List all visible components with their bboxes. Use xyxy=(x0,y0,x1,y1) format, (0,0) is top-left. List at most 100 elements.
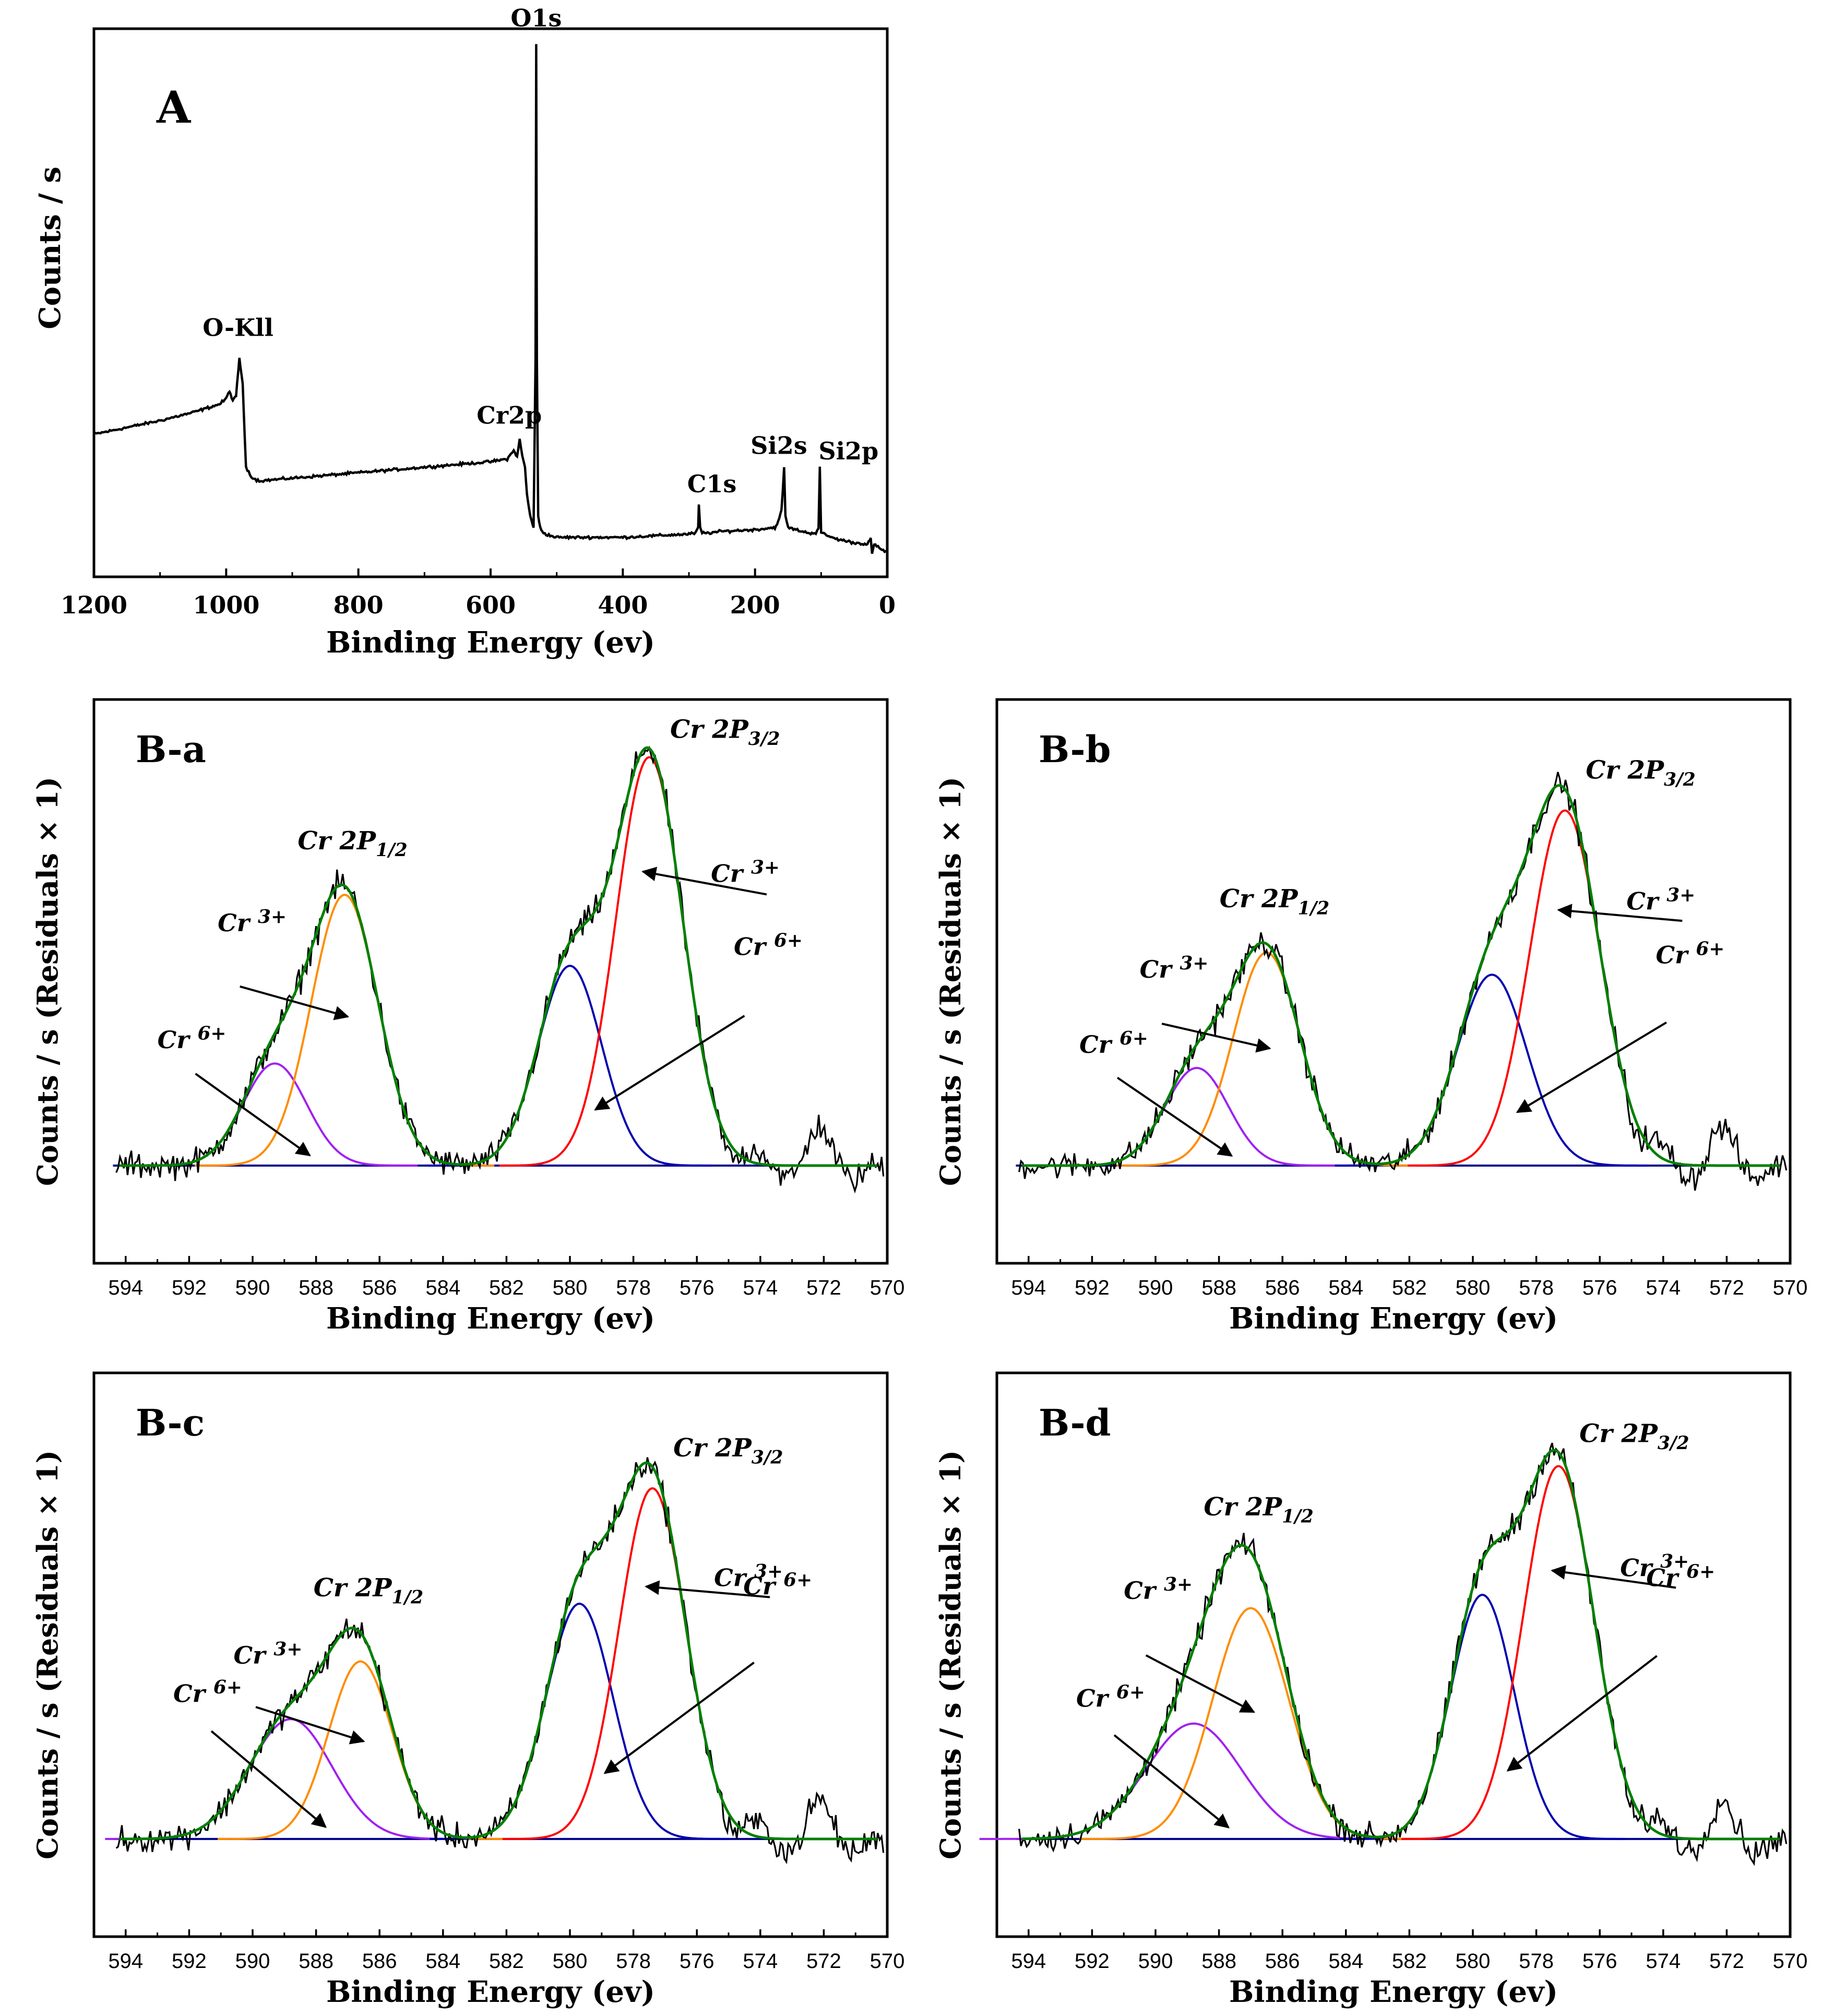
x-tick-label: 574 xyxy=(1646,1950,1681,1973)
annotation-superscript: 6+ xyxy=(774,929,803,951)
x-tick-label: 578 xyxy=(1519,1276,1554,1299)
x-tick-label: 592 xyxy=(172,1950,207,1973)
x-tick-label: 576 xyxy=(680,1276,714,1299)
component-curve-1 xyxy=(1116,951,1416,1167)
annotation-superscript: 3+ xyxy=(754,1560,783,1582)
annotation-superscript: 3+ xyxy=(1164,1573,1193,1595)
component-curve-3 xyxy=(502,1487,802,1840)
x-tick-label: 584 xyxy=(425,1950,460,1973)
annotation-base: Cr xyxy=(1079,1030,1120,1059)
annotation-superscript: 6+ xyxy=(1116,1681,1145,1703)
panel-b-d: 594 592 590 588 586 584 582 580 578 576 574 572 570 B… xyxy=(934,1371,1807,2009)
x-tick-label: 570 xyxy=(1773,1276,1808,1299)
annotation-base: Cr xyxy=(711,859,751,887)
x-tick-label: 800 xyxy=(334,591,384,619)
x-tick-label: 588 xyxy=(1201,1276,1236,1299)
arrow-cr3-low xyxy=(240,985,350,1021)
x-tick-label: 584 xyxy=(425,1276,460,1299)
plot-frame xyxy=(92,1371,889,1938)
annotation-subscript: 3/2 xyxy=(1658,1433,1689,1454)
annotation-base: Cr xyxy=(743,1572,783,1600)
annotation-base: Cr xyxy=(1124,1576,1164,1605)
annotation-peak_high: Cr 2P3/2 xyxy=(673,1433,783,1468)
annotation-cr6_high: Cr 6+ xyxy=(1656,938,1724,969)
x-tick-label: 572 xyxy=(1709,1950,1744,1973)
annotation-base: Cr xyxy=(158,1026,198,1054)
arrow-cr6-high xyxy=(603,1662,755,1774)
annotation-base: Cr 2P xyxy=(314,1573,393,1603)
annotation-cr6_high: Cr 6+ xyxy=(734,929,803,960)
raw-data-line xyxy=(1018,1442,1788,1866)
annotation-cr3_low: Cr 3+ xyxy=(1140,952,1209,983)
x-tick-label: 580 xyxy=(1456,1950,1491,1973)
x-axis-title: Binding Energy (ev) xyxy=(326,625,655,660)
component-curve-3 xyxy=(1408,809,1722,1167)
annotation-base: Cr 2P xyxy=(1579,1419,1659,1448)
component-curve-2 xyxy=(1335,974,1649,1167)
y-axis-title: Counts / s (Residuals × 1) xyxy=(934,1450,967,1859)
x-tick-label: 586 xyxy=(1265,1276,1300,1299)
x-tick-label: 400 xyxy=(598,591,648,619)
arrow-cr3-low xyxy=(1161,1023,1271,1053)
component-curve-3 xyxy=(1401,1465,1715,1840)
panel-a: 1200 1000 800 600 400 200 0 Binding Energy (ev)… xyxy=(33,4,896,660)
arrow-cr6-low xyxy=(210,1730,327,1828)
annotation-cr3_low: Cr 3+ xyxy=(234,1638,303,1669)
x-tick-label: 592 xyxy=(1075,1950,1110,1973)
x-tick-label: 594 xyxy=(1011,1950,1046,1973)
arrow-cr3-high xyxy=(1551,1565,1676,1589)
x-tick-label: 574 xyxy=(743,1276,778,1299)
panel-b-a: 594 592 590 588 586 584 582 580 578 576 574 572 570 B… xyxy=(31,698,904,1336)
x-tick-label: 0 xyxy=(879,591,896,619)
annotation-peak_low: Cr 2P1/2 xyxy=(314,1573,423,1608)
annotation-cr6_low: Cr 6+ xyxy=(173,1676,242,1707)
annotation-base: Cr xyxy=(1620,1553,1660,1582)
raw-data-line xyxy=(115,1457,885,1865)
x-tick-label: 588 xyxy=(299,1950,334,1973)
y-axis-title: Counts / s xyxy=(33,167,67,329)
annotation-superscript: 6+ xyxy=(783,1569,812,1591)
x-axis-title: Binding Energy (ev) xyxy=(1229,1301,1558,1336)
component-curve-2 xyxy=(430,1603,729,1840)
peak-label-si2s: Si2s xyxy=(751,431,807,459)
x-tick-label: 584 xyxy=(1328,1950,1363,1973)
component-curve-3 xyxy=(499,756,799,1167)
annotation-peak_high: Cr 2P3/2 xyxy=(1579,1419,1689,1453)
panel-label: B-a xyxy=(136,728,206,771)
x-tick-label: 200 xyxy=(730,591,780,619)
x-tick-label: 576 xyxy=(1582,1950,1617,1973)
annotation-subscript: 3/2 xyxy=(1664,769,1696,790)
plot-frame xyxy=(995,1371,1792,1938)
plot-frame xyxy=(92,698,889,1265)
component-curve-0 xyxy=(1054,1066,1340,1167)
peak-label-o-kll: O-Kll xyxy=(203,314,273,342)
annotation-base: Cr xyxy=(1646,1564,1686,1592)
annotation-base: Cr xyxy=(218,909,258,937)
panel-label: B-c xyxy=(136,1401,205,1444)
annotation-base: Cr xyxy=(1140,955,1180,983)
component-curve-0 xyxy=(132,1062,418,1167)
annotation-base: Cr 2P xyxy=(1220,884,1299,914)
annotation-base: Cr xyxy=(734,932,774,960)
annotation-superscript: 6+ xyxy=(213,1676,242,1698)
x-tick-label: 582 xyxy=(489,1950,524,1973)
annotation-cr3_high: Cr 3+ xyxy=(1620,1550,1689,1582)
envelope-curve xyxy=(1022,1449,1780,1841)
annotation-base: Cr 2P xyxy=(1204,1492,1283,1522)
envelope-curve xyxy=(119,746,877,1167)
annotation-base: Cr 2P xyxy=(670,715,749,744)
x-axis-title: Binding Energy (ev) xyxy=(326,1301,655,1336)
x-tick-label: 582 xyxy=(489,1276,524,1299)
peak-label-si2p: Si2p xyxy=(818,437,878,465)
panel-label-a: A xyxy=(156,81,192,133)
x-tick-label: 576 xyxy=(1582,1276,1617,1299)
x-tick-label: 592 xyxy=(1075,1276,1110,1299)
annotation-superscript: 6+ xyxy=(1120,1027,1148,1049)
x-tick-label: 582 xyxy=(1392,1950,1427,1973)
annotation-subscript: 1/2 xyxy=(1298,898,1330,919)
component-curve-1 xyxy=(1079,1607,1422,1840)
x-tick-label: 590 xyxy=(235,1276,270,1299)
raw-data-line xyxy=(115,745,885,1194)
annotation-superscript: 3+ xyxy=(1660,1550,1689,1572)
x-tick-label: 582 xyxy=(1392,1276,1427,1299)
